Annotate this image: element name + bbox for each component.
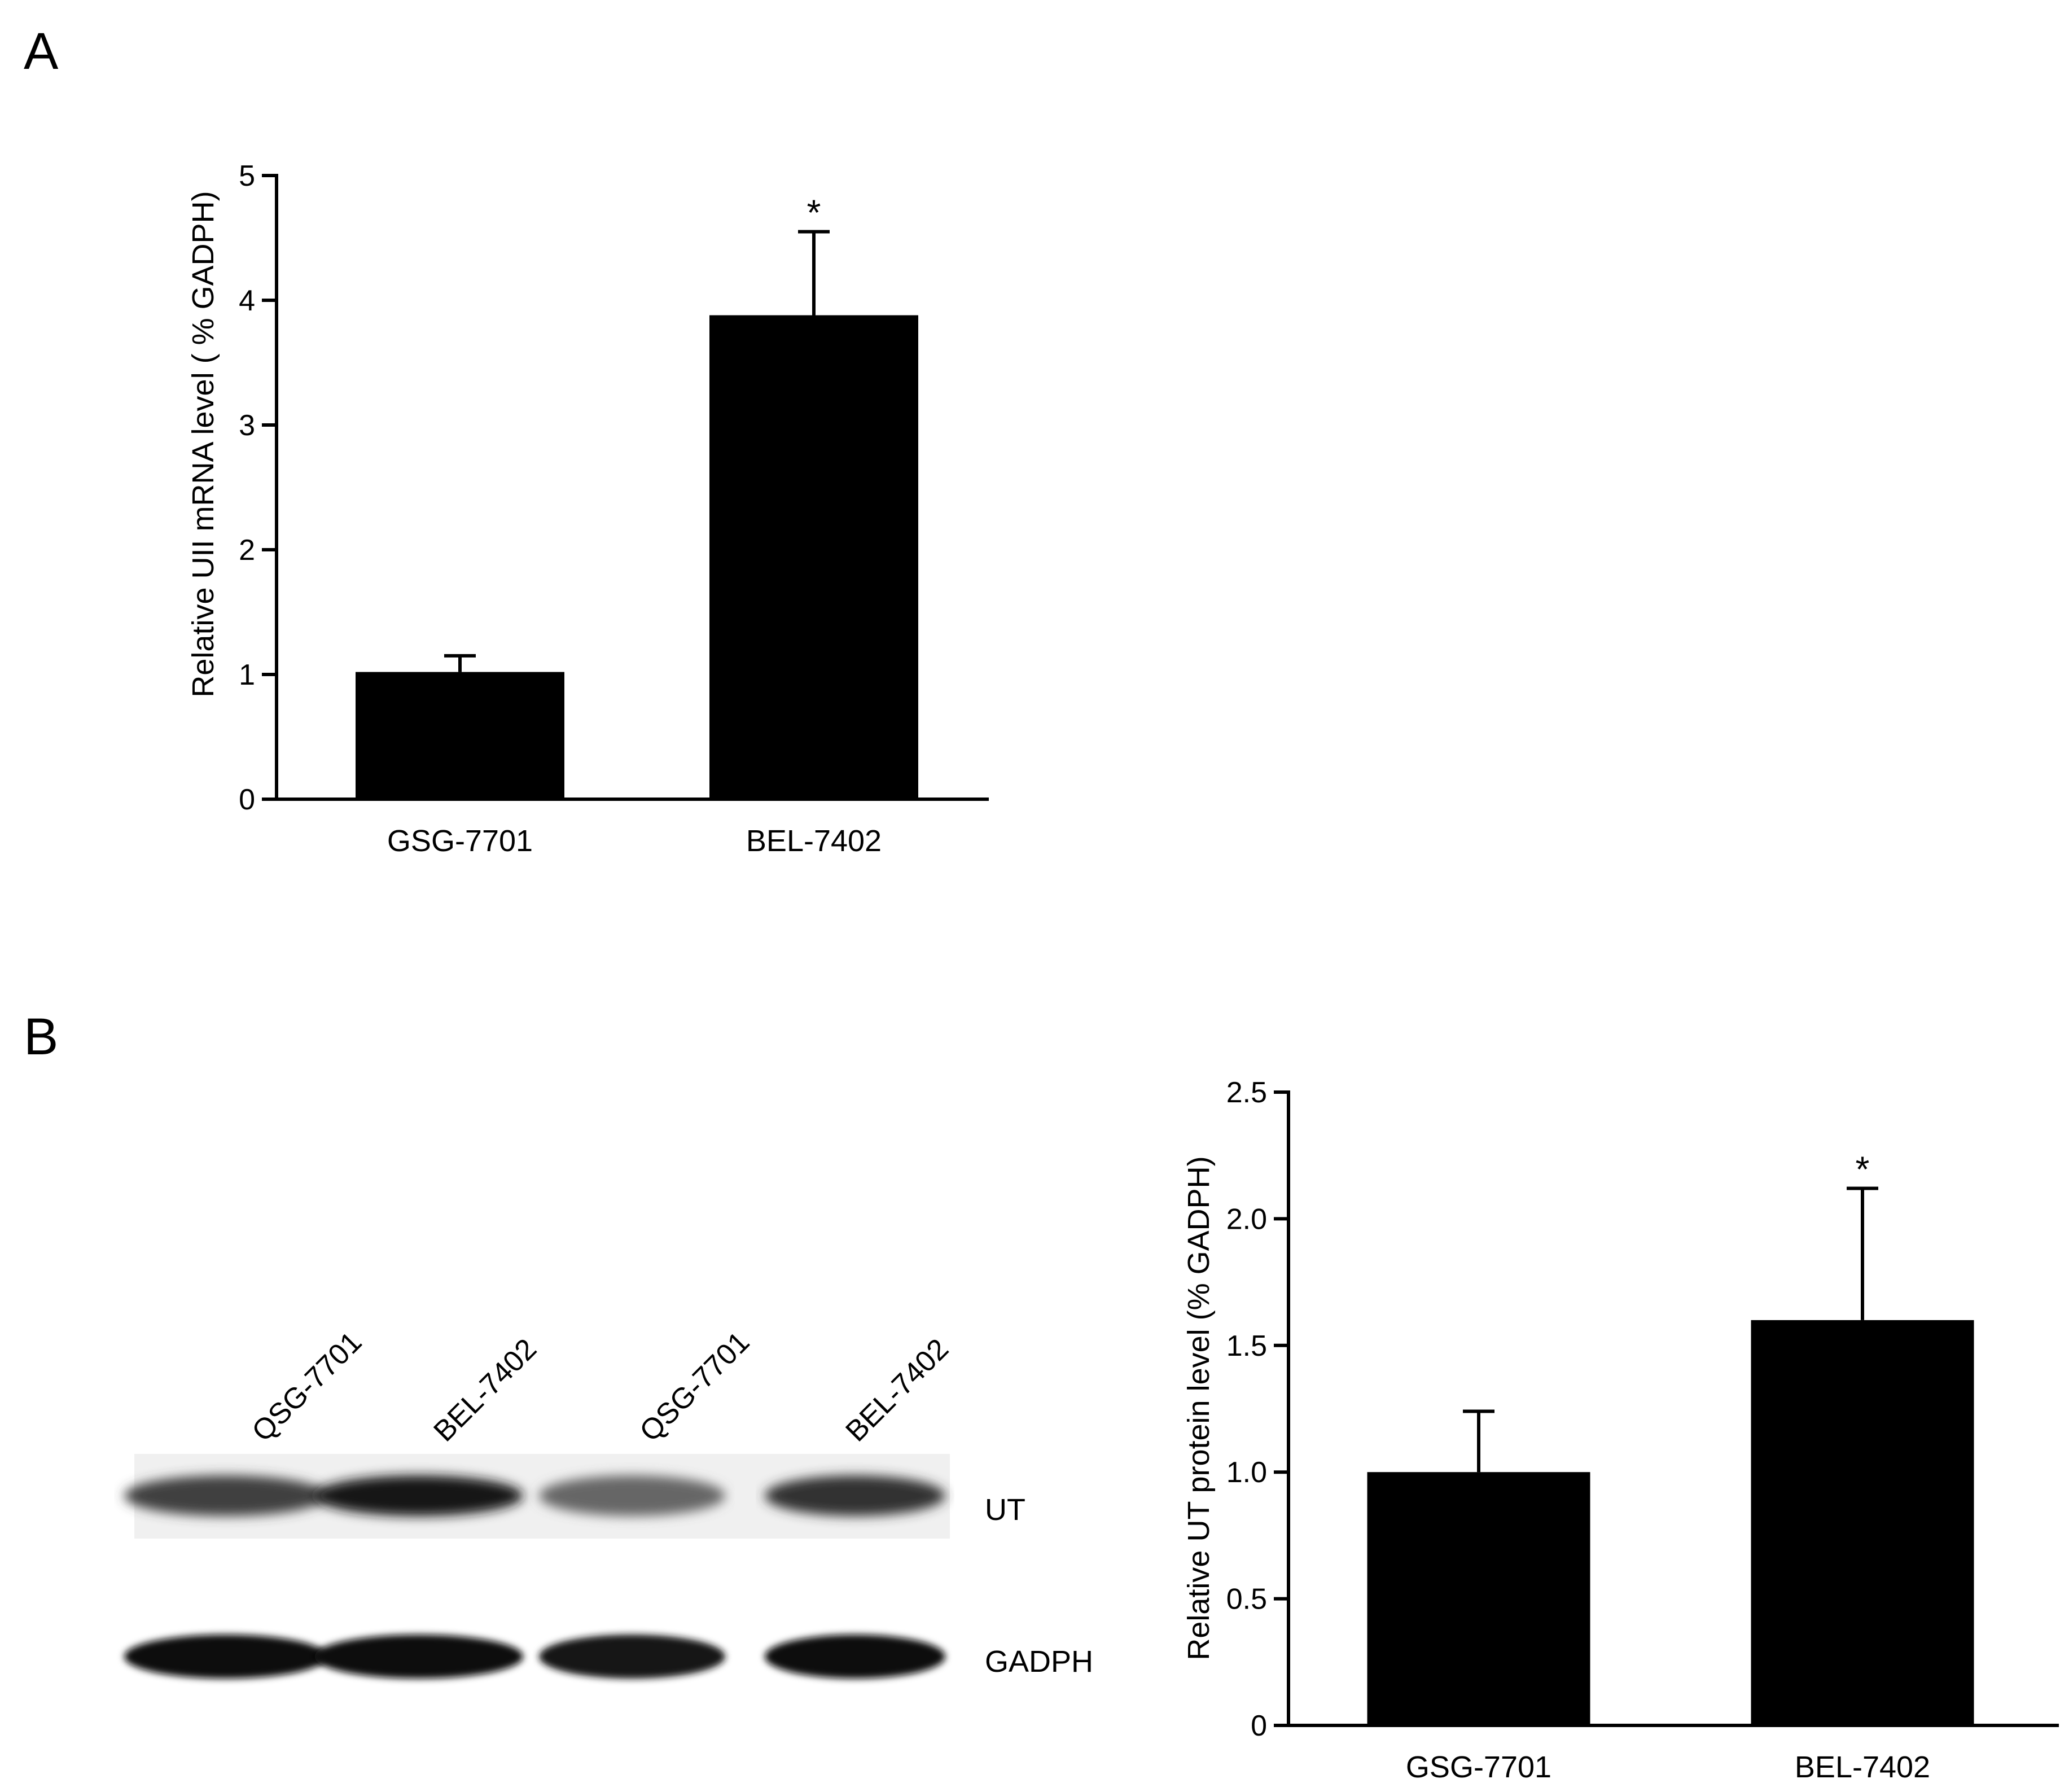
y-tick-label: 0.5 [1226,1583,1267,1616]
blot-band-label-ut: UT [985,1493,1025,1527]
ut-bands [124,1475,945,1516]
blot-lane-label: QSG-7701 [633,1326,756,1448]
significance-marker: * [1856,1149,1870,1190]
blot-band-gadph [124,1635,327,1679]
y-tick-label: 0 [1251,1710,1267,1742]
bar [1751,1320,1974,1725]
y-tick-label: 3 [239,409,255,442]
blot-band-gadph [314,1635,523,1679]
blot-lane-label: BEL-7402 [839,1333,955,1448]
y-tick-label: 0 [239,783,255,816]
chart-a: Relative UII mRNA level ( % GADPH) 0 1 2 3 4… [186,160,989,858]
panel-letter-b: B [24,1008,58,1066]
x-category-label: GSG-7701 [387,824,533,858]
y-tick-label: 2.0 [1226,1203,1267,1235]
x-category-label: BEL-7402 [746,824,882,858]
y-tick-label: 5 [239,160,255,192]
blot-band-ut [539,1475,725,1516]
x-category-label: BEL-7402 [1795,1750,1930,1784]
panel-letter-a: A [24,23,59,80]
blot-band-label-gadph: GADPH [985,1645,1093,1679]
bar [1367,1472,1590,1725]
x-category-label: GSG-7701 [1406,1750,1551,1784]
blot-lane-labels: QSG-7701 BEL-7402 QSG-7701 BEL-7402 [246,1326,955,1448]
blot-band-gadph [539,1635,725,1679]
chart-a-y-axis-title: Relative UII mRNA level ( % GADPH) [186,191,220,697]
blot-lane-label: BEL-7402 [427,1333,543,1448]
y-tick-label: 4 [239,284,255,317]
bar [356,672,564,799]
western-blot: QSG-7701 BEL-7402 QSG-7701 BEL-7402 UT G… [124,1326,1093,1679]
blot-lane-label: QSG-7701 [246,1326,368,1448]
y-tick-label: 2.5 [1226,1076,1267,1109]
y-tick-label: 2 [239,534,255,567]
blot-band-gadph [765,1635,945,1679]
gadph-bands [124,1635,945,1679]
blot-band-ut [765,1475,945,1516]
blot-band-ut [124,1475,327,1516]
chart-b-y-axis-title: Relative UT protein level (% GADPH) [1182,1156,1216,1660]
significance-marker: * [807,192,821,233]
bar [709,315,918,799]
y-tick-label: 1.0 [1226,1456,1267,1489]
blot-band-ut [314,1475,523,1516]
y-tick-label: 1 [239,659,255,691]
chart-b: Relative UT protein level (% GADPH) 0 0.5… [1182,1076,2059,1784]
y-tick-label: 1.5 [1226,1330,1267,1362]
